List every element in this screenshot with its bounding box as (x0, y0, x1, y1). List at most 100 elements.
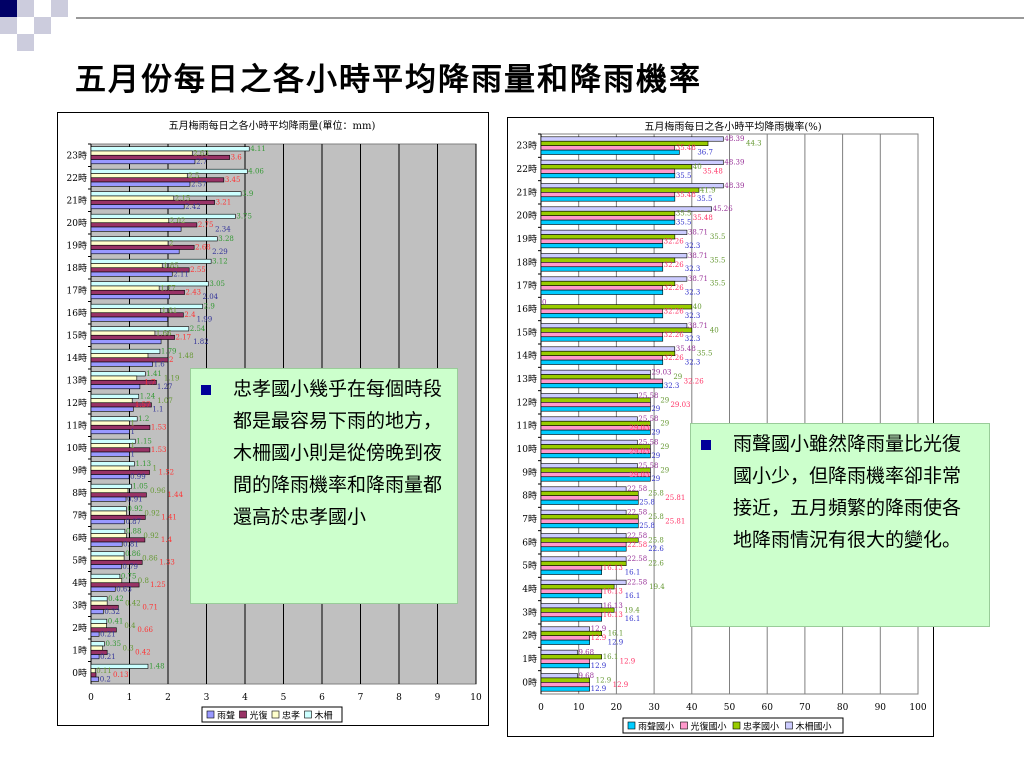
bar-光復國小 (540, 612, 603, 618)
x-tick-label: 80 (837, 703, 849, 713)
bar-雨聲國小 (540, 196, 676, 202)
data-label: 0.21 (100, 630, 116, 638)
data-label: 0.87 (125, 518, 141, 526)
bar-光復國小 (540, 658, 590, 664)
bar-忠孝 (90, 240, 169, 246)
data-label: 0.4 (124, 622, 136, 630)
data-label: 2.54 (190, 325, 206, 333)
data-label: 25.8 (648, 536, 664, 544)
data-label: 22.58 (627, 485, 647, 493)
bar-木柵 (90, 596, 108, 602)
data-label: 0.86 (125, 550, 141, 558)
bar-光復國小 (540, 542, 627, 548)
data-label: 25.58 (638, 392, 658, 400)
bar-木柵 (90, 663, 149, 669)
data-label: 29.03 (629, 424, 649, 432)
y-tick-label: 2時 (72, 623, 87, 634)
data-label: 1.77 (160, 284, 176, 292)
data-label: 2 (169, 356, 173, 364)
bar-木柵國小 (540, 509, 627, 515)
data-label: 38.71 (688, 322, 708, 330)
bar-雨聲國小 (540, 173, 676, 179)
data-label: 35.48 (693, 214, 713, 222)
y-tick-label: 21時 (67, 195, 87, 206)
y-tick-label: 10時 (67, 443, 87, 454)
y-tick-label: 16時 (517, 304, 537, 315)
data-label: 1.07 (157, 397, 173, 405)
y-tick-label: 1時 (522, 654, 537, 665)
y-tick-label: 2時 (522, 631, 537, 642)
bar-雨聲 (90, 631, 100, 637)
bar-木柵國小 (540, 673, 578, 679)
data-label: 32.26 (664, 354, 685, 362)
bar-雨聲 (90, 384, 141, 390)
data-label: 44.3 (746, 140, 762, 148)
data-label: 0.92 (127, 505, 143, 513)
bar-雨聲 (90, 361, 153, 367)
data-label: 2.7 (196, 158, 207, 166)
bar-雨聲國小 (540, 593, 602, 599)
data-label: 35.5 (710, 280, 726, 288)
data-label: 0.92 (143, 532, 159, 540)
bar-忠孝 (90, 285, 160, 291)
bar-木柵 (90, 191, 242, 197)
data-label: 2.34 (215, 225, 231, 233)
legend-label: 木柵國小 (796, 721, 832, 733)
data-label: 2.68 (195, 244, 211, 252)
data-label: 29.03 (670, 401, 690, 409)
bar-雨聲國小 (540, 686, 590, 692)
data-label: 0.2 (100, 675, 111, 683)
data-label: 3.6 (231, 154, 243, 162)
x-tick-label: 100 (909, 703, 926, 713)
bar-木柵 (90, 281, 209, 287)
data-label: 35.5 (676, 219, 692, 227)
bar-木柵 (90, 506, 127, 512)
data-label: 25.58 (638, 415, 658, 423)
data-label: 0.42 (135, 649, 151, 657)
data-label: 38.71 (688, 229, 708, 237)
y-tick-label: 7時 (72, 510, 87, 521)
bar-光復 (90, 447, 151, 453)
bar-光復 (90, 424, 151, 430)
bar-雨聲國小 (540, 359, 664, 365)
data-label: 40 (710, 326, 719, 334)
y-tick-label: 7時 (522, 514, 537, 525)
bar-木柵國小 (540, 323, 688, 329)
bar-忠孝 (90, 330, 156, 336)
bar-雨聲 (90, 181, 191, 187)
data-label: 1.81 (162, 307, 178, 315)
bar-忠孝國小 (540, 210, 676, 216)
legend-swatch (785, 721, 793, 730)
y-tick-label: 20時 (517, 211, 537, 222)
bar-忠孝國小 (540, 374, 651, 380)
data-label: 16.1 (625, 592, 641, 600)
data-label: 0.92 (144, 509, 160, 517)
legend-swatch (732, 721, 741, 730)
bar-光復國小 (540, 565, 603, 571)
bar-木柵 (90, 641, 105, 647)
data-label: 29.03 (629, 447, 649, 455)
bar-光復 (90, 627, 117, 633)
data-label: 41.9 (700, 186, 716, 194)
x-tick-label: 2 (165, 693, 171, 703)
y-tick-label: 1時 (72, 645, 87, 656)
bar-光復國小 (540, 635, 590, 641)
data-label: 38.71 (688, 275, 708, 283)
data-label: 35.5 (697, 195, 713, 203)
bar-雨聲國小 (540, 266, 664, 272)
y-tick-label: 9時 (522, 467, 537, 478)
bar-光復國小 (540, 285, 663, 291)
data-label: 2.42 (185, 203, 201, 211)
legend-label: 忠孝國小 (743, 722, 779, 733)
data-label: 2.02 (170, 217, 186, 225)
bar-木柵國小 (540, 253, 688, 259)
data-label: 2.04 (203, 293, 219, 301)
bar-木柵國小 (540, 136, 724, 142)
y-tick-label: 6時 (522, 537, 537, 548)
bar-雨聲 (90, 496, 127, 502)
bar-木柵 (90, 551, 125, 557)
bar-雨聲 (90, 406, 134, 412)
y-tick-label: 11時 (517, 421, 537, 432)
data-label: 35.5 (676, 172, 692, 180)
legend-label: 木柵 (315, 710, 333, 722)
